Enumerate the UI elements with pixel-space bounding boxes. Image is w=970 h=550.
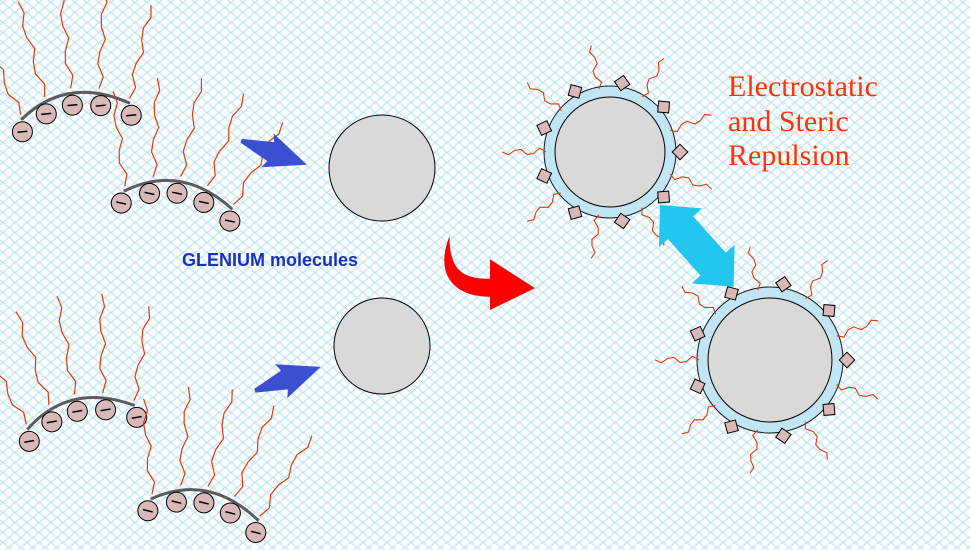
title-label: Electrostatic and Steric Repulsion	[728, 70, 878, 174]
cement-particle	[329, 115, 435, 221]
title-line-3: Repulsion	[728, 139, 850, 172]
blue-arrow	[249, 350, 327, 408]
repulsion-arrow	[639, 186, 756, 306]
glenium-label: GLENIUM molecules	[182, 250, 358, 271]
blue-arrow	[235, 124, 313, 182]
red-arrow	[444, 236, 535, 310]
cement-particle	[334, 298, 430, 394]
title-line-1: Electrostatic	[728, 70, 878, 103]
glenium-molecule	[0, 0, 164, 145]
title-line-2: and Steric	[728, 105, 849, 138]
coated-particle	[655, 247, 878, 474]
